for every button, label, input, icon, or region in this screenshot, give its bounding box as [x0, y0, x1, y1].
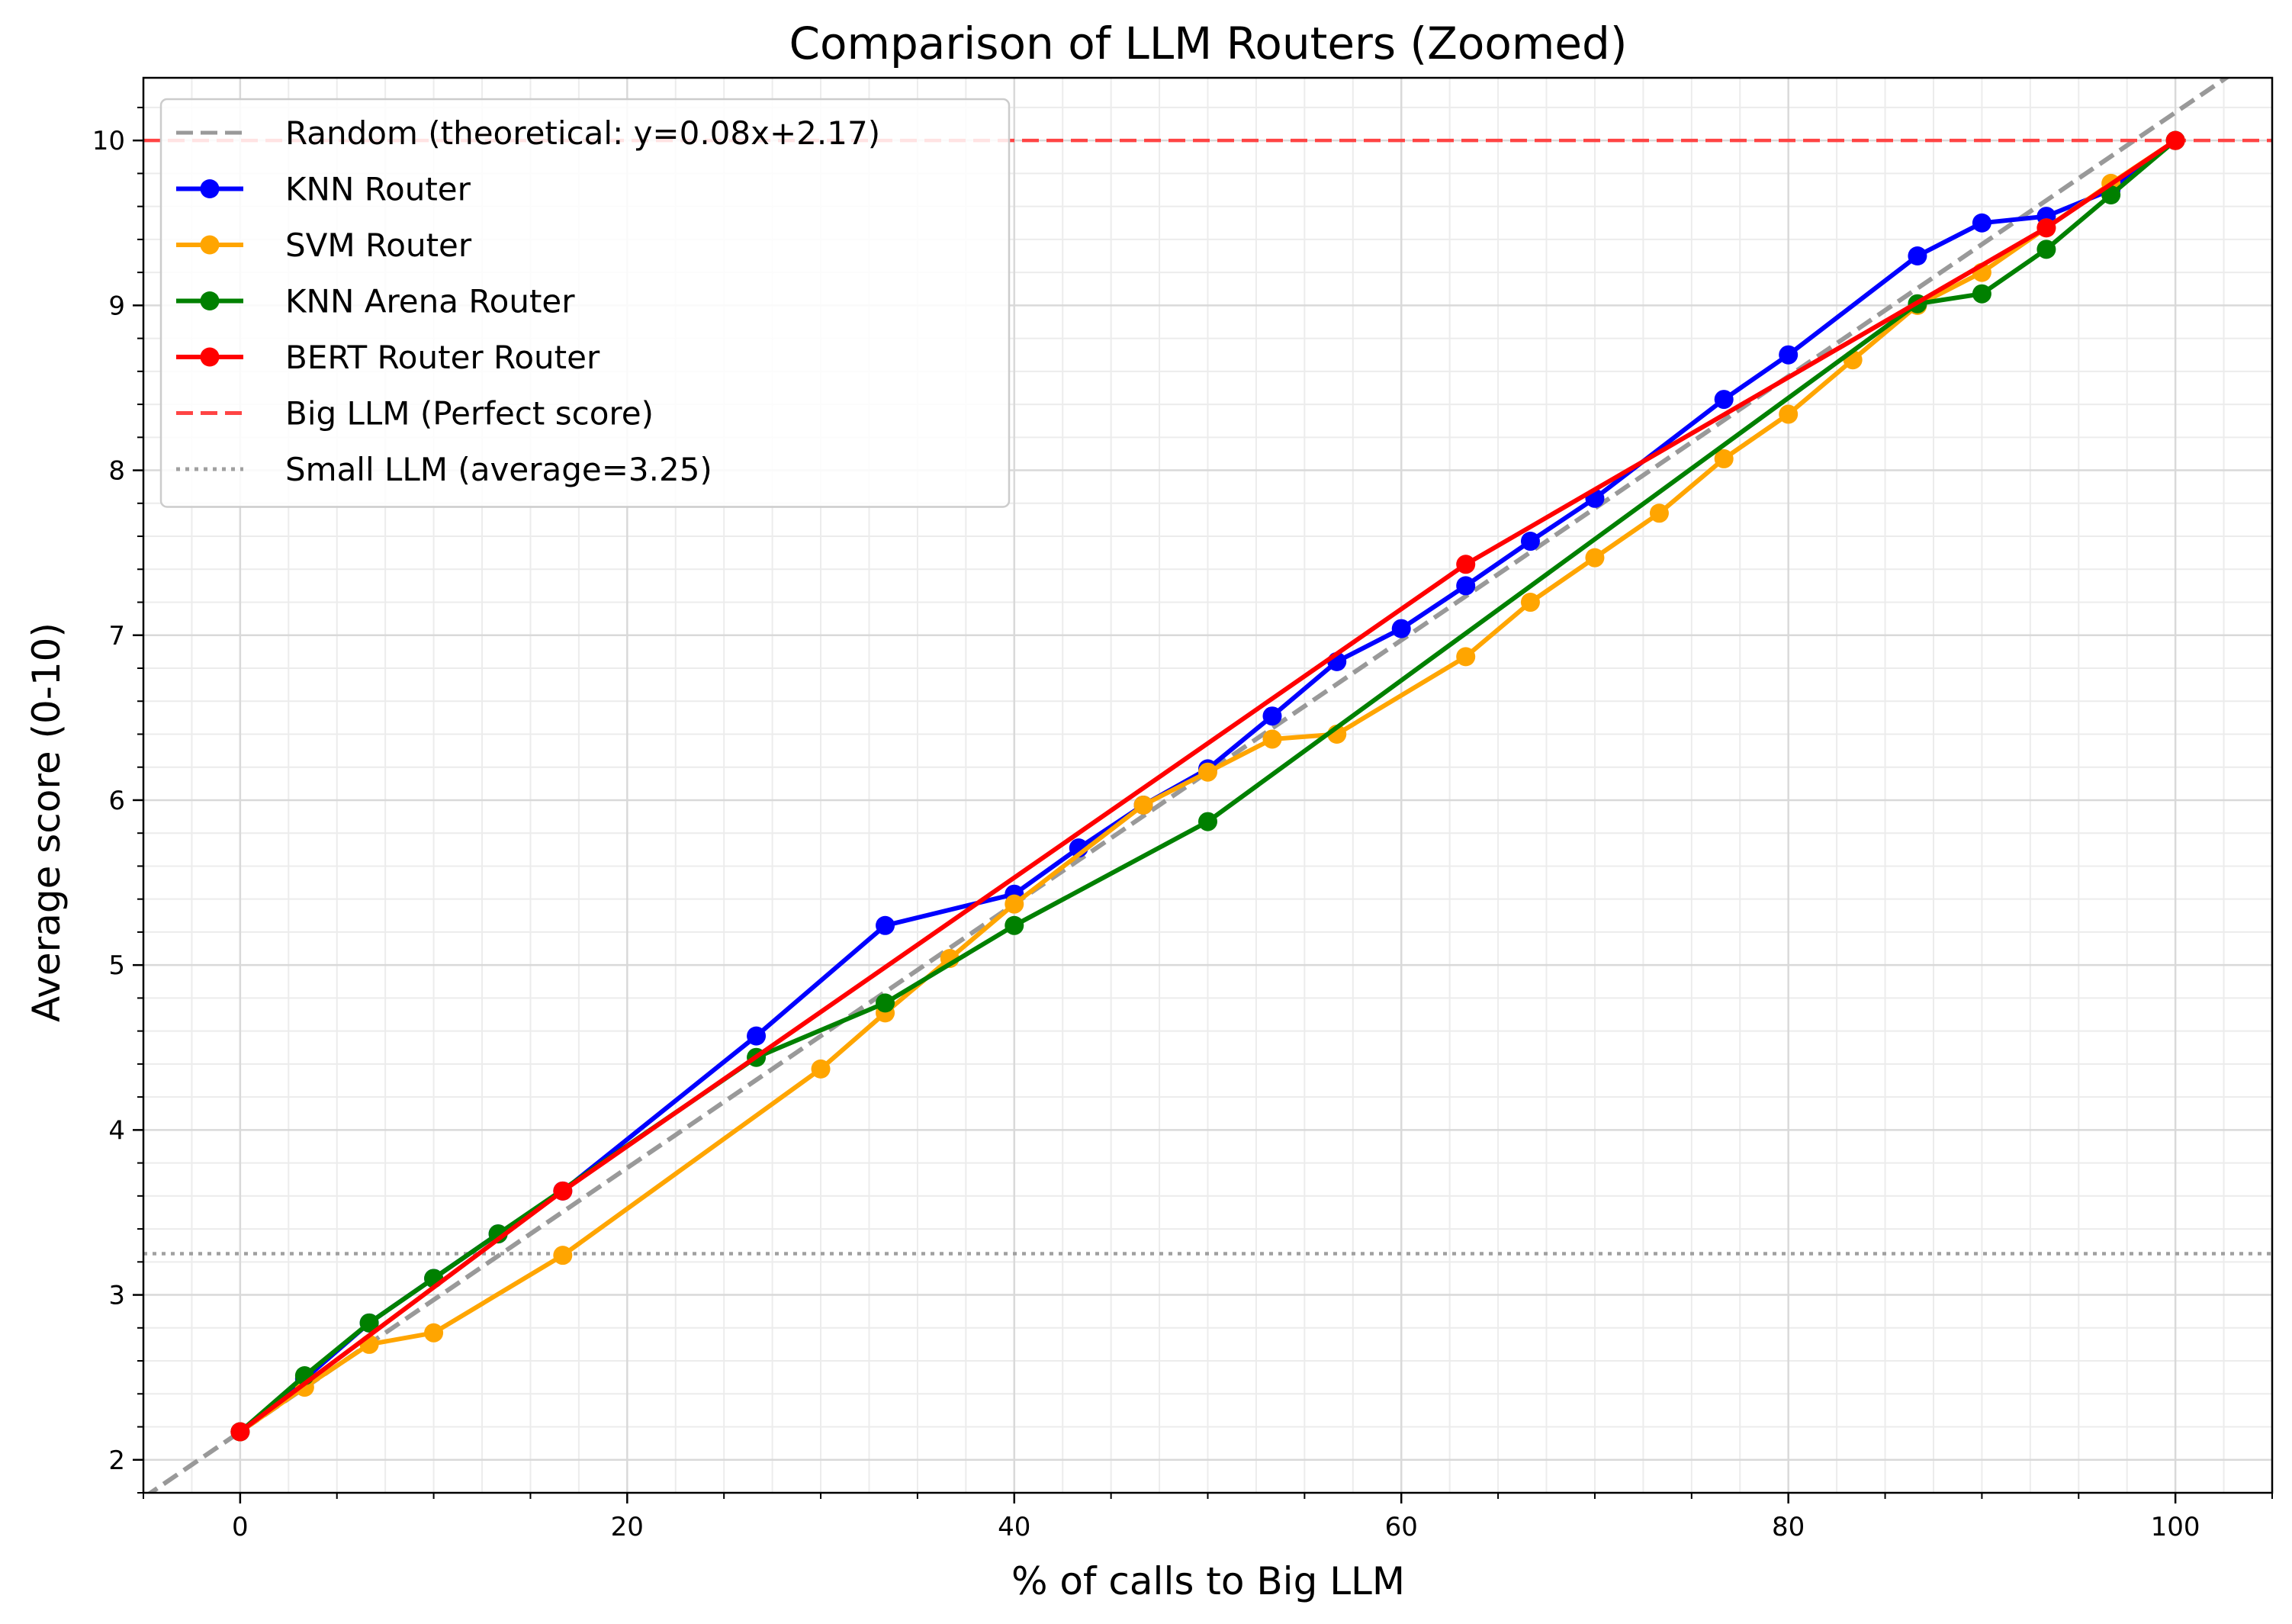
data-point [1520, 532, 1540, 552]
y-tick-label: 7 [108, 621, 125, 651]
data-point [1198, 812, 1217, 831]
legend-swatch-marker [200, 347, 220, 367]
data-point [1391, 619, 1411, 638]
x-tick-label: 100 [2151, 1512, 2200, 1542]
series-line [238, 138, 2178, 1434]
series [230, 130, 2185, 1442]
legend-item: Big LLM (Perfect score) [176, 395, 654, 433]
x-axis-label: % of calls to Big LLM [1011, 1559, 1405, 1603]
legend-item: Random (theoretical: y=0.08x+2.17) [176, 114, 880, 152]
data-point [553, 1181, 573, 1201]
legend-label: Small LLM (average=3.25) [285, 451, 712, 488]
x-tick-label: 0 [232, 1512, 249, 1542]
reference-line [146, 78, 2231, 1493]
data-point [1005, 894, 1024, 914]
legend-label: KNN Router [285, 171, 471, 208]
legend-box [159, 98, 1011, 508]
y-tick-label: 2 [108, 1446, 125, 1476]
data-point [1133, 795, 1153, 815]
y-axis-label: Average score (0-10) [24, 622, 69, 1022]
legend-item: BERT Router Router [176, 339, 600, 376]
legend-label: Big LLM (Perfect score) [285, 395, 654, 433]
data-point [2036, 218, 2056, 238]
data-point [1456, 576, 1476, 596]
data-point [1456, 647, 1476, 667]
data-point [1779, 345, 1799, 365]
data-point [1714, 390, 1734, 410]
legend-label: KNN Arena Router [285, 283, 575, 320]
legend-swatch-marker [200, 179, 220, 198]
legend-item: SVM Router [176, 227, 472, 264]
data-point [811, 1059, 831, 1079]
data-point [2036, 240, 2056, 259]
data-point [1779, 404, 1799, 424]
legend-swatch-marker [200, 291, 220, 310]
data-point [488, 1224, 508, 1244]
data-point [1649, 503, 1669, 523]
data-point [424, 1323, 444, 1343]
legend-item: Small LLM (average=3.25) [176, 451, 712, 488]
x-tick-label: 40 [998, 1512, 1030, 1542]
data-point [1262, 729, 1282, 749]
legend-item: KNN Router [176, 171, 471, 208]
axes: 0 20 40 60 80 100 2 3 4 5 6 7 8 9 10 [92, 76, 2274, 1542]
data-point [1198, 762, 1217, 782]
data-point [1972, 284, 1991, 304]
x-tick-label: 20 [611, 1512, 644, 1542]
x-tick-label: 60 [1385, 1512, 1418, 1542]
legend-label: SVM Router [285, 227, 472, 264]
data-point [2101, 185, 2121, 205]
y-tick-label: 9 [108, 291, 125, 321]
chart-title: Comparison of LLM Routers (Zoomed) [789, 18, 1628, 69]
legend-swatch-marker [200, 235, 220, 255]
y-tick-label: 8 [108, 456, 125, 487]
data-point [1972, 213, 1991, 233]
data-point [2165, 130, 2185, 150]
data-point [1005, 915, 1024, 935]
legend-item: KNN Arena Router [176, 283, 575, 320]
y-tick-label: 10 [92, 126, 125, 156]
data-point [876, 915, 895, 935]
legend: Random (theoretical: y=0.08x+2.17) KNN Ro… [159, 98, 1011, 508]
y-tick-label: 6 [108, 786, 125, 816]
data-point [1908, 246, 1927, 265]
y-tick-label: 5 [108, 950, 125, 981]
y-tick-label: 4 [108, 1115, 125, 1146]
legend-label: BERT Router Router [285, 339, 600, 376]
data-point [1585, 548, 1605, 568]
data-point [747, 1026, 767, 1046]
legend-label: Random (theoretical: y=0.08x+2.17) [285, 114, 880, 152]
data-point [230, 1422, 250, 1442]
series-layer [230, 130, 2185, 1442]
data-point [1520, 593, 1540, 613]
data-point [553, 1246, 573, 1265]
data-point [359, 1313, 379, 1333]
data-point [876, 993, 895, 1013]
data-point [1456, 555, 1476, 574]
y-tick-label: 3 [108, 1281, 125, 1311]
series-clipped [230, 130, 2185, 1442]
data-point [1262, 706, 1282, 726]
data-point [1714, 449, 1734, 468]
x-tick-label: 80 [1772, 1512, 1805, 1542]
